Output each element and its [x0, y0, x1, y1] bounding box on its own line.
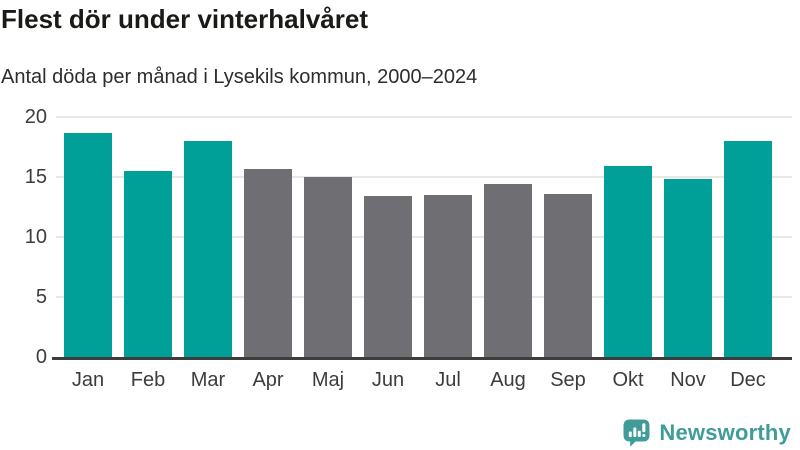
- y-tick-10: 10: [24, 226, 47, 248]
- brand-name: Newsworthy: [659, 419, 791, 445]
- chart-subtitle: Antal döda per månad i Lysekils kommun, …: [1, 66, 478, 88]
- x-tick-okt: Okt: [612, 369, 644, 391]
- bar-dec: [724, 141, 772, 357]
- x-tick-feb: Feb: [130, 369, 166, 391]
- y-tick-0: 0: [35, 346, 47, 368]
- bar-apr: [244, 168, 292, 357]
- x-tick-jul: Jul: [435, 369, 461, 391]
- newsworthy-logo-icon: [623, 419, 650, 447]
- x-tick-mar: Mar: [190, 369, 226, 391]
- brand-footer: Newsworthy: [622, 418, 791, 447]
- x-tick-sep: Sep: [550, 369, 586, 391]
- x-tick-nov: Nov: [670, 369, 706, 391]
- x-tick-aug: Aug: [490, 369, 526, 391]
- gridline-20: [56, 116, 792, 118]
- y-tick-15: 15: [24, 166, 47, 188]
- x-tick-dec: Dec: [730, 369, 766, 391]
- bar-sep: [544, 193, 592, 357]
- bar-aug: [484, 184, 532, 357]
- bar-okt: [604, 166, 652, 357]
- bar-nov: [664, 179, 712, 357]
- y-tick-20: 20: [24, 106, 47, 128]
- y-tick-5: 5: [35, 286, 47, 308]
- bar-jan: [64, 132, 112, 357]
- x-tick-maj: Maj: [311, 369, 345, 391]
- bar-jun: [364, 196, 412, 357]
- x-axis-baseline: [52, 357, 792, 360]
- gridline-15: [56, 176, 792, 178]
- x-tick-apr: Apr: [252, 369, 284, 391]
- x-tick-jan: Jan: [71, 369, 105, 391]
- bar-maj: [304, 177, 352, 357]
- bar-mar: [184, 141, 232, 357]
- chart-title: Flest dör under vinterhalvåret: [1, 4, 368, 34]
- bar-jul: [424, 195, 472, 357]
- x-tick-jun: Jun: [371, 369, 405, 391]
- bar-feb: [124, 171, 172, 357]
